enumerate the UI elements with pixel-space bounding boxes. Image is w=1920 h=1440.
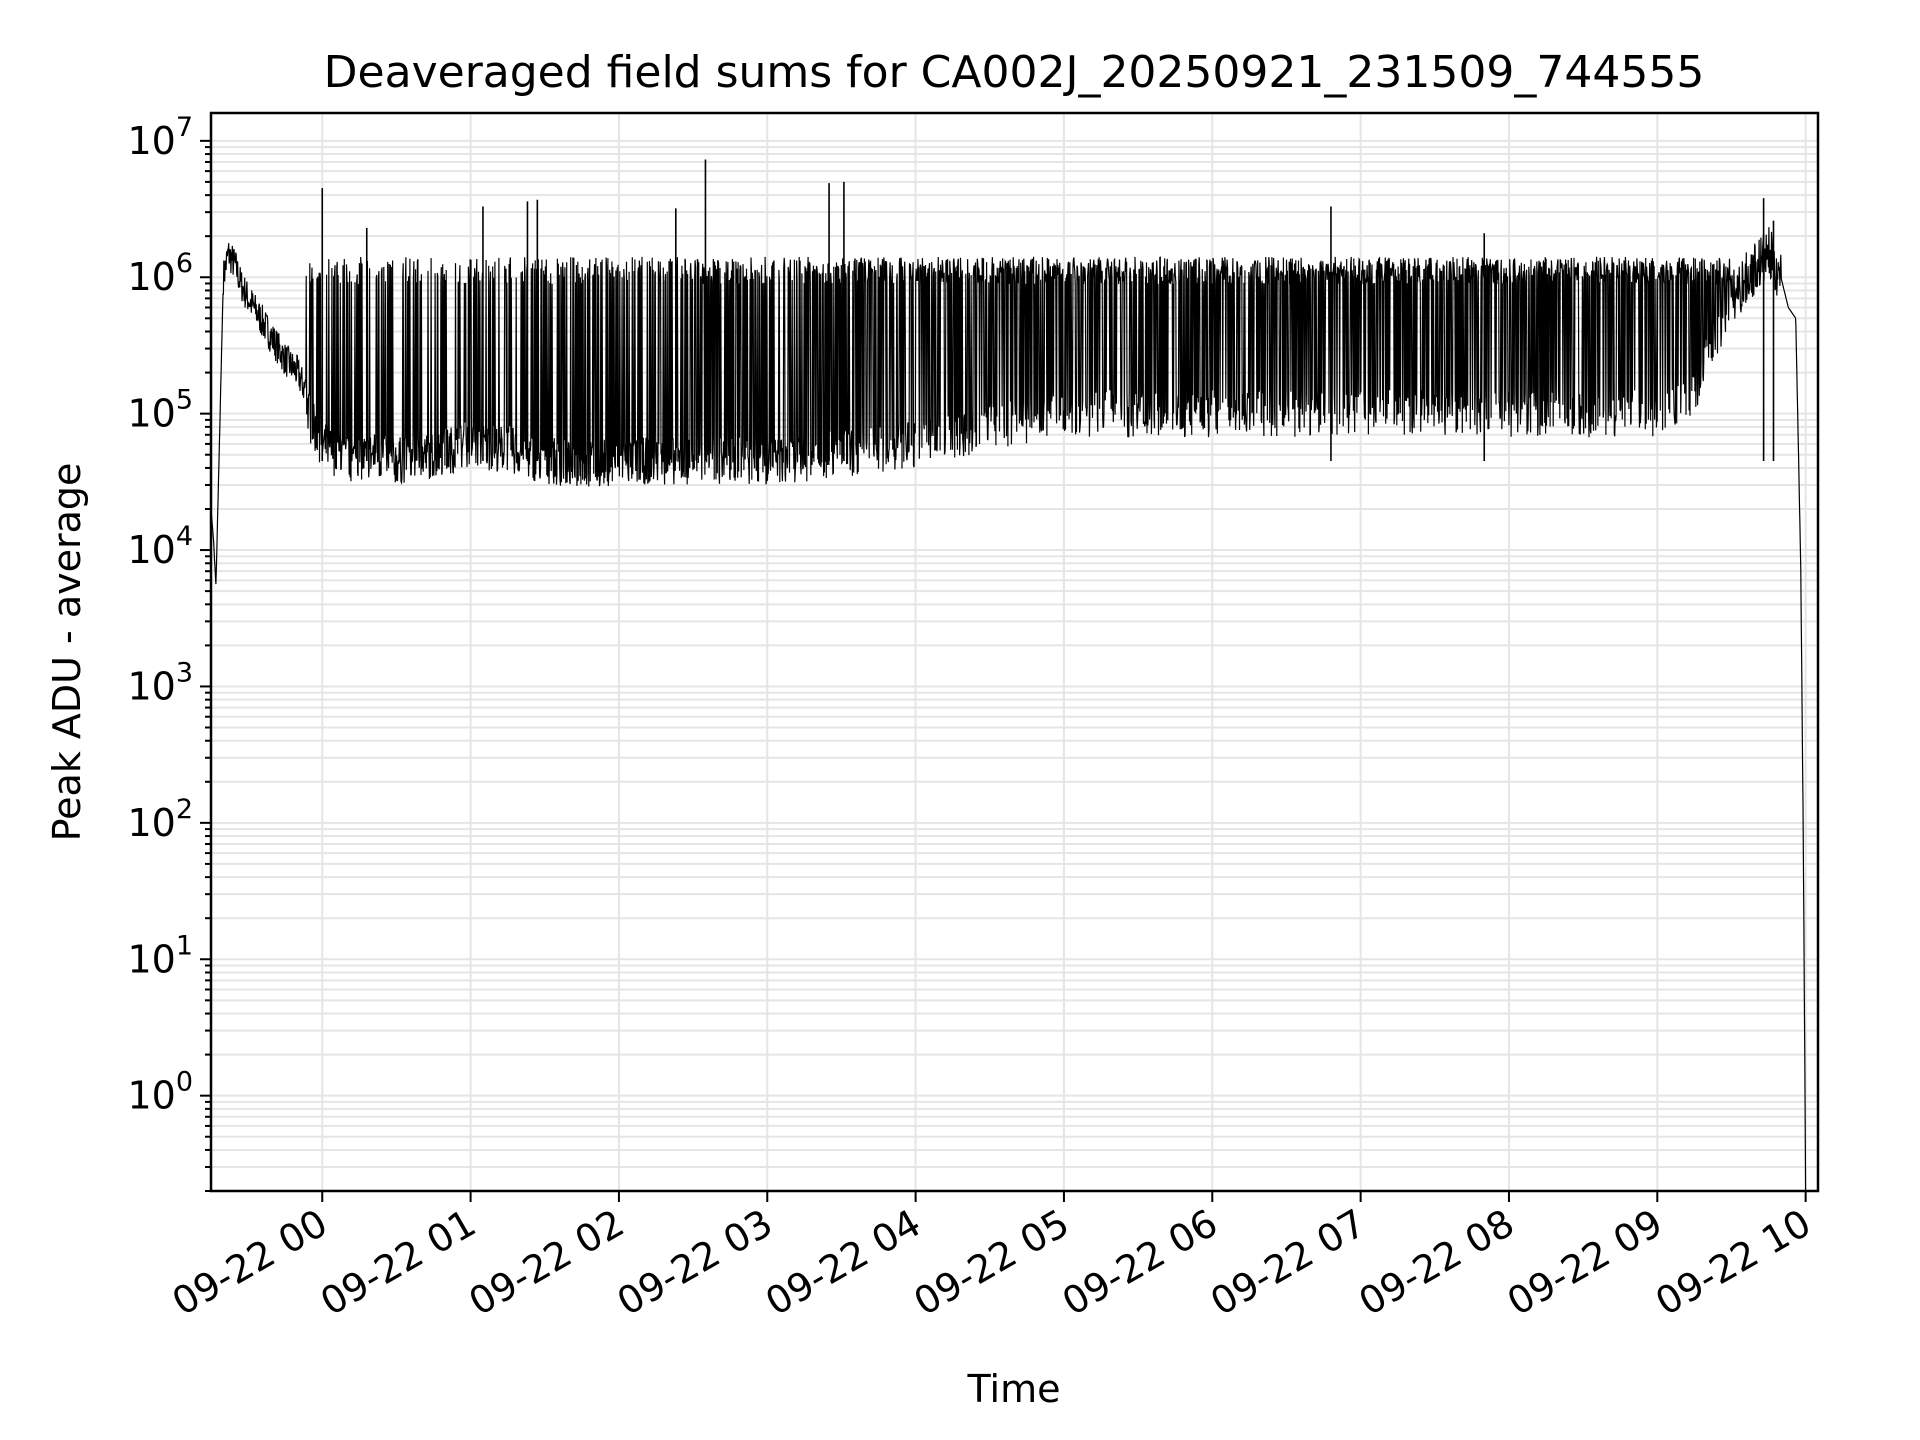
y-tick-label: 103 xyxy=(127,657,193,708)
y-tick-label: 107 xyxy=(127,112,193,163)
y-tick-label: 100 xyxy=(127,1067,193,1118)
y-tick-labels: 100 101 102 103 104 105 106 107 xyxy=(127,112,193,1118)
y-axis-label: Peak ADU - average xyxy=(45,463,89,842)
y-tick-label: 105 xyxy=(127,385,193,436)
x-axis-label: Time xyxy=(967,1367,1061,1411)
data-series xyxy=(210,159,1807,1192)
chart-title: Deaveraged field sums for CA002J_2025092… xyxy=(324,47,1705,98)
plot-frame xyxy=(209,111,1820,1193)
y-tick-label: 106 xyxy=(127,248,193,299)
grid-lines xyxy=(211,113,1818,1192)
y-tick-label: 104 xyxy=(127,521,193,572)
y-tick-label: 102 xyxy=(127,794,193,845)
series-line xyxy=(210,227,1807,1192)
y-tick-label: 101 xyxy=(127,930,193,981)
tick-marks xyxy=(200,139,1807,1202)
